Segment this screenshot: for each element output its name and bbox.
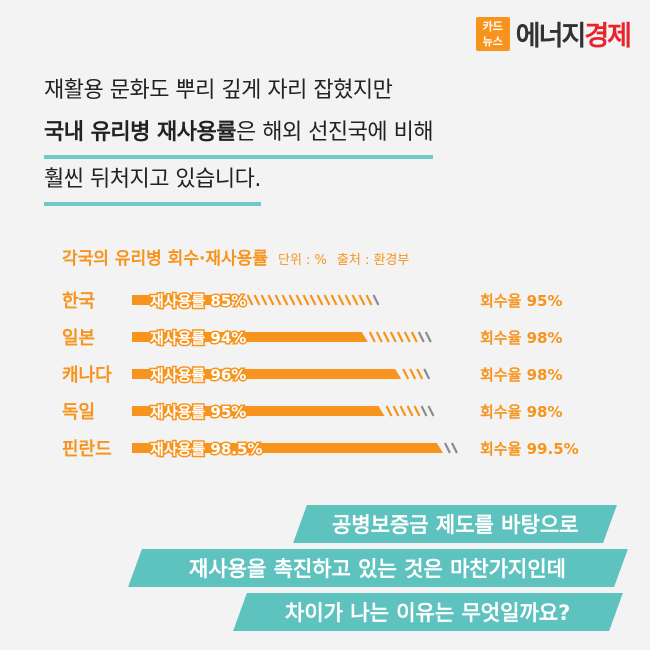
reuse-bar-3 bbox=[132, 406, 385, 416]
brand-logo: 카드 뉴스 에너지 경제 bbox=[475, 14, 632, 53]
reuse-bar-4 bbox=[132, 443, 443, 453]
brand-name-part1: 에너지 bbox=[515, 21, 587, 52]
reuse-value-label-3: 재사용률 95% bbox=[150, 403, 246, 421]
cta-box-3: 차이가 나는 이유는 무엇일까요? bbox=[233, 593, 623, 631]
badge-line2: 뉴스 bbox=[482, 34, 503, 48]
cta-line2: 재사용을 촉진하고 있는 것은 마찬가지인데 bbox=[189, 557, 567, 581]
chart-header: 각국의 유리병 회수·재사용률 단위 : % 출처 : 환경부 bbox=[62, 244, 409, 269]
recovery-bar-3 bbox=[385, 405, 435, 417]
card-news-badge: 카드 뉴스 bbox=[475, 16, 510, 51]
headline-line2: 국내 유리병 재사용률은 해외 선진국에 비해 bbox=[44, 112, 434, 159]
chart-unit: 단위 : % bbox=[277, 253, 327, 268]
cta-line3: 차이가 나는 이유는 무엇일까요? bbox=[285, 601, 571, 625]
recovery-bar-0 bbox=[218, 294, 380, 306]
recovery-value-label-1: 회수율 98% bbox=[480, 329, 563, 347]
category-label-0: 한국 bbox=[62, 291, 95, 312]
headline-line2-underlined: 국내 유리병 재사용률은 해외 선진국에 비해 bbox=[44, 112, 434, 159]
reuse-value-label-4: 재사용률 98.5% bbox=[150, 440, 262, 458]
headline-line2-rest: 은 해외 선진국에 비해 bbox=[235, 120, 434, 145]
cta-box-2: 재사용을 촉진하고 있는 것은 마찬가지인데 bbox=[128, 549, 628, 587]
reuse-bar-0 bbox=[132, 295, 218, 305]
headline-line3: 훨씬 뒤처지고 있습니다. bbox=[44, 159, 433, 206]
badge-line1: 카드 bbox=[482, 19, 503, 33]
headline: 재활용 문화도 뿌리 깊게 자리 잡혔지만 국내 유리병 재사용률은 해외 선진… bbox=[44, 70, 434, 206]
reuse-bar-1 bbox=[132, 332, 368, 342]
reuse-value-label-1: 재사용률 94% bbox=[150, 329, 246, 347]
chart-source: 출처 : 환경부 bbox=[336, 253, 410, 268]
category-label-1: 일본 bbox=[62, 328, 95, 349]
headline-line2-bold: 국내 유리병 재사용률 bbox=[44, 120, 236, 145]
recovery-value-label-2: 회수율 98% bbox=[480, 366, 563, 384]
recovery-value-label-4: 회수율 99.5% bbox=[480, 440, 579, 458]
recovery-value-label-3: 회수율 98% bbox=[480, 403, 563, 421]
recovery-bar-2 bbox=[402, 368, 431, 380]
reuse-bar-2 bbox=[132, 369, 402, 379]
reuse-value-label-0: 재사용률 85% bbox=[150, 292, 246, 310]
category-label-3: 독일 bbox=[62, 402, 95, 423]
chart-title: 각국의 유리병 회수·재사용률 bbox=[62, 249, 268, 269]
recovery-bar-1 bbox=[368, 331, 432, 343]
category-label-4: 핀란드 bbox=[62, 439, 112, 460]
headline-line3-text: 훨씬 뒤처지고 있습니다. bbox=[44, 159, 261, 206]
recovery-bar-4 bbox=[443, 442, 458, 454]
cta-box-1: 공병보증금 제도를 바탕으로 bbox=[293, 505, 617, 543]
reuse-value-label-2: 재사용률 96% bbox=[150, 366, 246, 384]
recovery-value-label-0: 회수율 95% bbox=[480, 292, 563, 310]
headline-line1-text: 재활용 문화도 뿌리 깊게 자리 잡혔지만 bbox=[44, 78, 393, 103]
cta-line1: 공병보증금 제도를 바탕으로 bbox=[331, 513, 579, 537]
brand-name: 에너지 경제 bbox=[515, 14, 632, 53]
headline-line1: 재활용 문화도 뿌리 깊게 자리 잡혔지만 bbox=[44, 70, 433, 112]
category-label-2: 캐나다 bbox=[62, 365, 112, 386]
brand-name-part2: 경제 bbox=[584, 21, 632, 52]
